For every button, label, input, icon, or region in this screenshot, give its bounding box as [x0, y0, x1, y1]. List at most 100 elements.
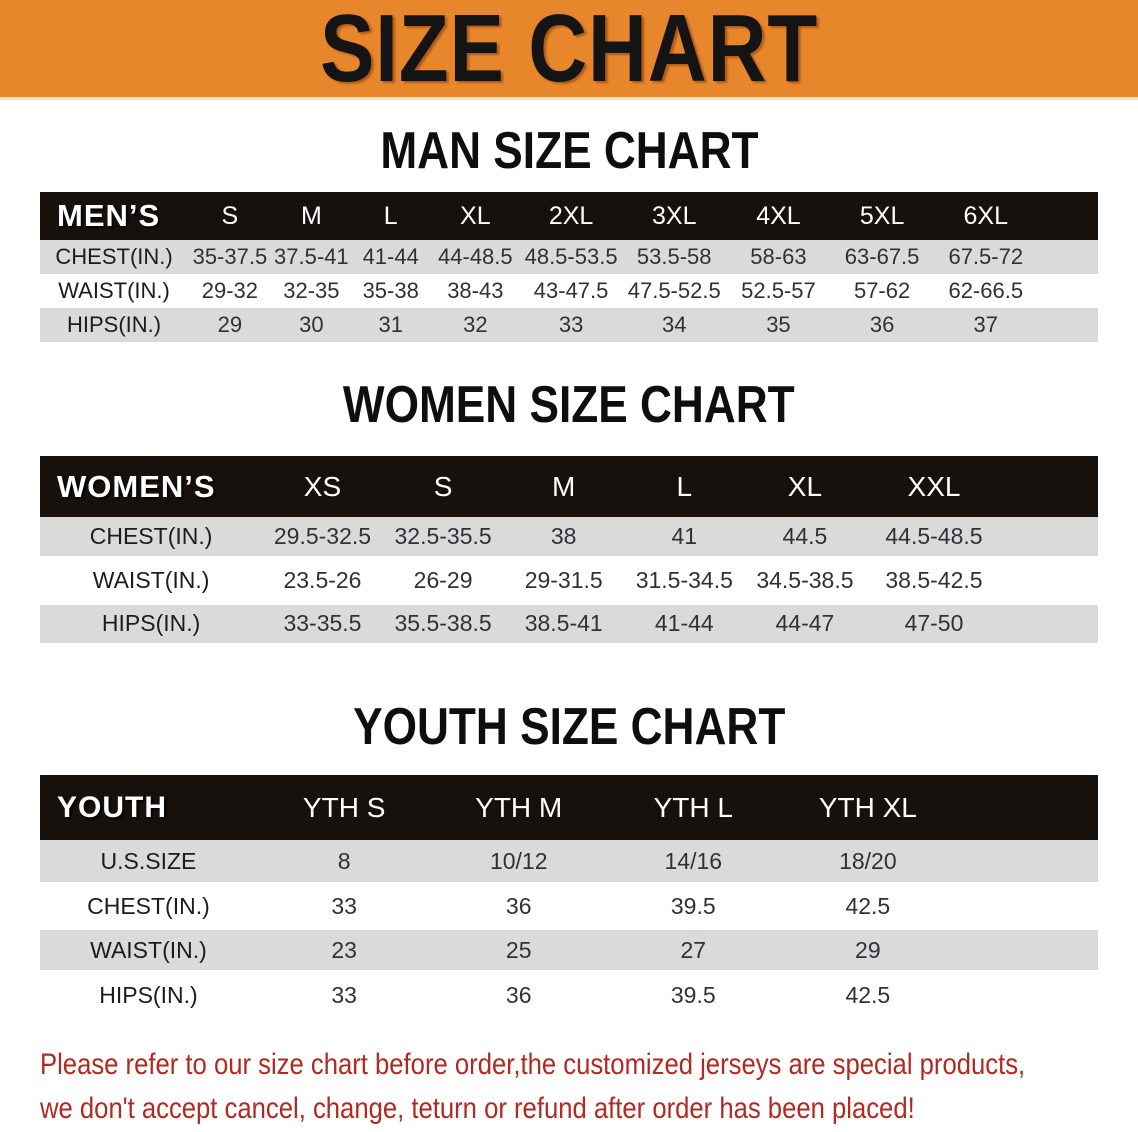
women-header-spacer — [1002, 456, 1098, 517]
cell: 31 — [351, 308, 431, 342]
cell: 30 — [271, 308, 352, 342]
row-label: HIPS(IN.) — [40, 601, 263, 643]
cell: 25 — [431, 928, 606, 974]
cell: 35 — [726, 308, 831, 342]
men-col-header: XL — [430, 192, 521, 240]
banner-title: SIZE CHART — [319, 0, 819, 102]
row-spacer — [1037, 240, 1098, 274]
cell: 34 — [621, 308, 727, 342]
men-header-spacer — [1037, 192, 1098, 240]
cell: 38.5-41 — [503, 601, 624, 643]
cell: 32-35 — [283, 278, 340, 303]
man-heading-text: MAN SIZE CHART — [379, 122, 759, 180]
cell: 42.5 — [845, 981, 891, 1008]
cell: 37.5-41 — [271, 240, 352, 274]
cell: 41 — [624, 517, 745, 563]
cell: 47.5-52.5 — [627, 278, 721, 303]
youth-corner-label: YOUTH — [40, 775, 257, 840]
women-col-header: L — [624, 456, 745, 517]
youth-col-header: YTH L — [606, 775, 781, 840]
cell: 29.5-32.5 — [262, 517, 383, 563]
youth-col-header: YTH M — [431, 775, 606, 840]
cell: 29 — [780, 928, 956, 974]
row-spacer — [1002, 517, 1098, 563]
cell: 44.5 — [744, 517, 866, 563]
youth-ussize-row: U.S.SIZE 8 10/12 14/16 18/20 — [40, 840, 1098, 886]
row-spacer — [955, 928, 1098, 974]
men-waist-row: WAIST(IN.) 29-32 32-35 35-38 38-43 43-47… — [40, 274, 1098, 308]
youth-header-spacer — [955, 775, 1098, 840]
cell: 57-62 — [853, 278, 911, 303]
cell: 35-37.5 — [188, 240, 272, 274]
cell: 36 — [431, 884, 606, 930]
cell: 23 — [256, 928, 432, 974]
men-col-header: 6XL — [933, 192, 1038, 240]
youth-waist-row: WAIST(IN.) 23 25 27 29 — [40, 928, 1098, 974]
cell: 52.5-57 — [741, 278, 816, 303]
cell: 58-63 — [726, 240, 831, 274]
cell: 63-67.5 — [830, 240, 934, 274]
men-corner-label: MEN’S — [40, 192, 189, 240]
cell: 29-32 — [201, 278, 259, 303]
women-col-header: M — [503, 456, 624, 517]
footer-line-1: Please refer to our size chart before or… — [40, 1048, 1026, 1081]
cell: 38.5-42.5 — [865, 559, 1003, 605]
cell: 67.5-72 — [933, 240, 1038, 274]
cell: 33-35.5 — [262, 601, 383, 643]
women-col-header: XXL — [865, 456, 1003, 517]
youth-section-heading: YOUTH SIZE CHART — [0, 701, 1138, 753]
women-col-header: XS — [262, 456, 383, 517]
row-spacer — [955, 884, 1098, 930]
cell: 62-66.5 — [948, 278, 1024, 303]
cell: 27 — [606, 928, 781, 974]
row-spacer — [955, 840, 1098, 886]
men-col-header: S — [188, 192, 272, 240]
women-col-header: S — [382, 456, 504, 517]
cell: 44.5-48.5 — [865, 517, 1003, 563]
cell: 41-44 — [624, 601, 745, 643]
cell: 35-38 — [362, 278, 419, 303]
cell: 29 — [188, 308, 272, 342]
cell: 29-31.5 — [503, 559, 624, 605]
cell: 44-47 — [744, 601, 866, 643]
youth-size-table: YOUTH YTH S YTH M YTH L YTH XL U.S.SIZE … — [40, 775, 1098, 1016]
women-size-table: WOMEN’S XS S M L XL XXL CHEST(IN.) 29.5-… — [40, 456, 1098, 643]
cell: 41-44 — [351, 240, 431, 274]
cell: 38 — [503, 517, 624, 563]
row-spacer — [1038, 274, 1098, 308]
row-spacer — [955, 972, 1098, 1016]
row-label: U.S.SIZE — [40, 840, 257, 886]
row-label: HIPS(IN.) — [40, 308, 189, 342]
youth-header-row: YOUTH YTH S YTH M YTH L YTH XL — [40, 775, 1098, 840]
cell: 53.5-58 — [621, 240, 727, 274]
row-spacer — [1002, 601, 1098, 643]
row-spacer — [1002, 559, 1098, 605]
women-waist-row: WAIST(IN.) 23.5-26 26-29 29-31.5 31.5-34… — [40, 559, 1098, 605]
men-col-header: 4XL — [726, 192, 831, 240]
women-hips-row: HIPS(IN.) 33-35.5 35.5-38.5 38.5-41 41-4… — [40, 601, 1098, 643]
row-label: WAIST(IN.) — [40, 559, 263, 605]
women-chest-row: CHEST(IN.) 29.5-32.5 32.5-35.5 38 41 44.… — [40, 517, 1098, 563]
cell: 48.5-53.5 — [520, 240, 622, 274]
row-spacer — [1037, 308, 1098, 342]
men-chest-row: CHEST(IN.) 35-37.5 37.5-41 41-44 44-48.5… — [40, 240, 1098, 274]
youth-hips-row: HIPS(IN.) 33 36 39.5 42.5 — [40, 972, 1098, 1016]
cell: 32.5-35.5 — [382, 517, 504, 563]
row-label: WAIST(IN.) — [40, 928, 257, 974]
cell: 26-29 — [382, 559, 504, 605]
men-col-header: M — [271, 192, 352, 240]
footer-line-2: we don't accept cancel, change, teturn o… — [40, 1092, 915, 1125]
men-col-header: 5XL — [830, 192, 934, 240]
women-header-row: WOMEN’S XS S M L XL XXL — [40, 456, 1098, 517]
cell: 32 — [430, 308, 521, 342]
cell: 36 — [505, 981, 532, 1008]
row-label: HIPS(IN.) — [99, 981, 198, 1008]
men-col-header: 2XL — [520, 192, 622, 240]
cell: 8 — [256, 840, 432, 886]
cell: 31.5-34.5 — [624, 559, 745, 605]
women-section-heading: WOMEN SIZE CHART — [0, 379, 1138, 431]
cell: 33 — [331, 981, 357, 1008]
youth-col-header: YTH XL — [780, 775, 956, 840]
cell: 38-43 — [447, 278, 504, 303]
cell: 18/20 — [780, 840, 956, 886]
